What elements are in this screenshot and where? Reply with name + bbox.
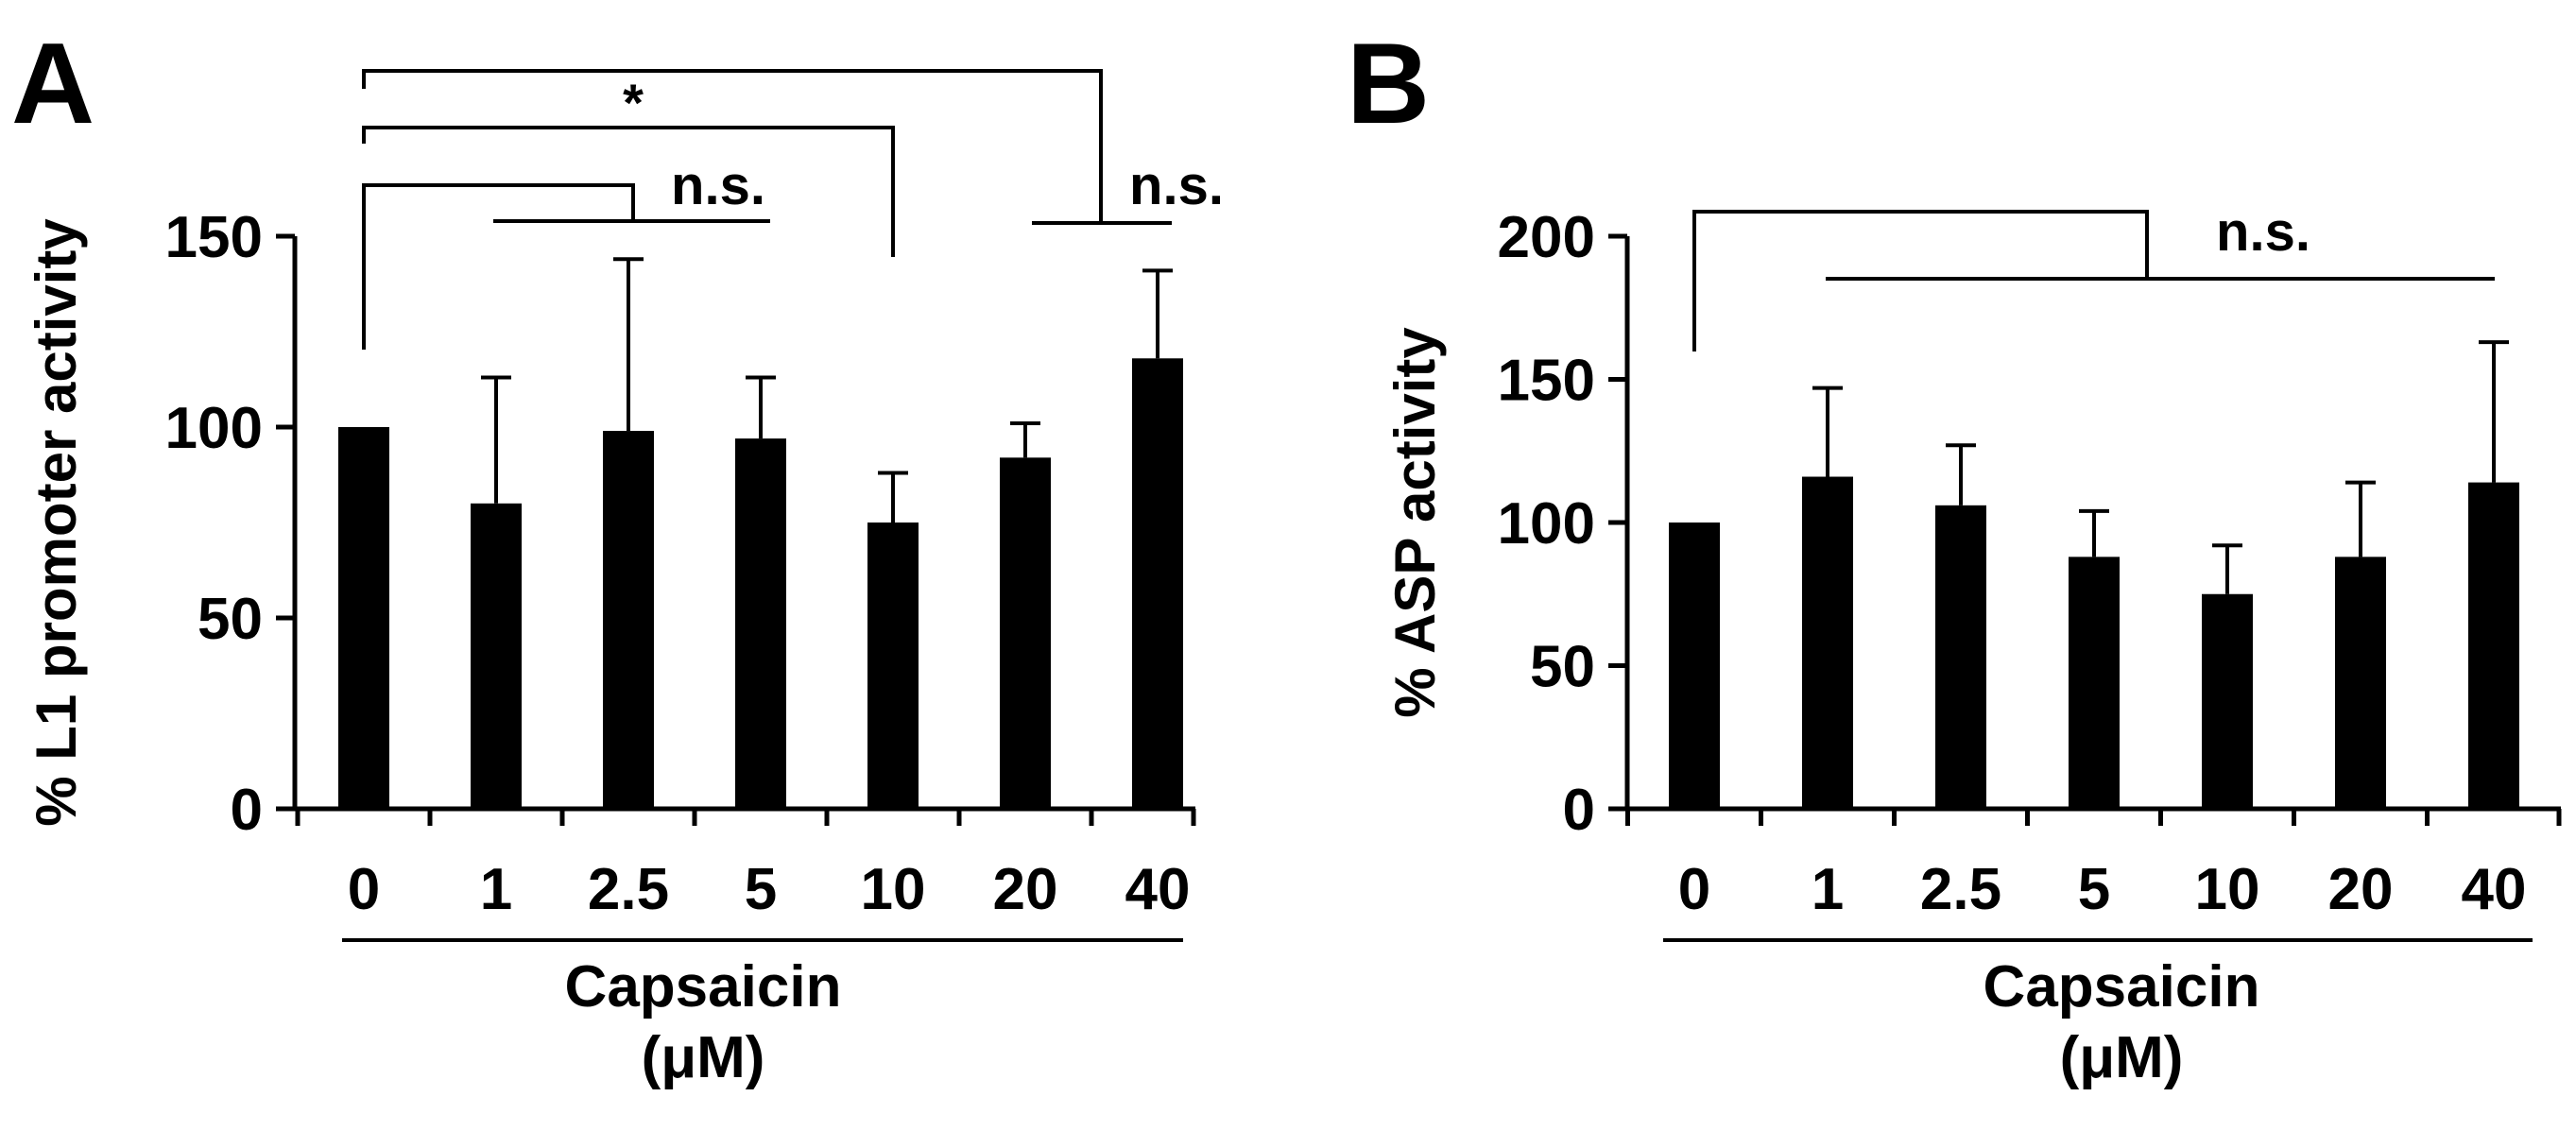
- panel-label: A: [11, 19, 94, 147]
- x-tick-label: 20: [2328, 857, 2394, 922]
- x-axis-title: Capsaicin: [565, 954, 842, 1020]
- bracket-0-vs-1-5: [362, 183, 635, 350]
- x-axis-unit: (μM): [642, 1025, 765, 1090]
- y-axis-title: % ASP activity: [1383, 327, 1447, 718]
- x-axis-unit: (μM): [2060, 1025, 2184, 1090]
- significance-label: n.s.: [1129, 155, 1224, 216]
- y-tick-label: 200: [1498, 205, 1595, 270]
- bar: [1802, 476, 1853, 809]
- bar: [1935, 505, 1986, 809]
- x-tick-label: 0: [1678, 857, 1710, 922]
- y-tick-label: 50: [197, 587, 263, 652]
- x-tick-label: 10: [2195, 857, 2260, 922]
- y-tick-label: 150: [1498, 349, 1595, 414]
- significance-label: n.s.: [671, 155, 765, 216]
- x-axis-title: Capsaicin: [1984, 954, 2260, 1020]
- bracket-0-vs-10: [362, 126, 895, 257]
- x-tick-label: 20: [993, 857, 1058, 922]
- bar: [867, 523, 919, 809]
- bar: [1132, 358, 1183, 809]
- bar: [603, 431, 654, 809]
- bar: [2335, 557, 2386, 809]
- bar: [1669, 523, 1720, 809]
- x-tick-label: 5: [745, 857, 777, 922]
- bar: [338, 427, 389, 809]
- x-tick-label: 1: [1812, 857, 1844, 922]
- bar: [2202, 593, 2253, 809]
- x-tick-label: 0: [348, 857, 380, 922]
- x-tick-label: 2.5: [1920, 857, 2001, 922]
- bracket-0-vs-20-40: [362, 69, 1103, 223]
- y-tick-label: 50: [1530, 635, 1595, 700]
- bar: [735, 438, 786, 809]
- y-tick-label: 150: [165, 205, 263, 270]
- x-tick-label: 40: [2462, 857, 2527, 922]
- significance-label: n.s.: [2216, 201, 2310, 263]
- bar: [2069, 557, 2120, 809]
- y-axis-title: % L1 promoter activity: [25, 218, 88, 827]
- y-tick-label: 0: [231, 778, 263, 843]
- panel-label: B: [1347, 19, 1430, 147]
- bar: [2468, 482, 2519, 809]
- significance-label: *: [623, 73, 644, 132]
- x-tick-label: 10: [861, 857, 926, 922]
- y-tick-label: 100: [1498, 491, 1595, 557]
- x-tick-label: 1: [480, 857, 512, 922]
- bracket-0-vs-all: [1692, 210, 2149, 351]
- bar: [1000, 457, 1051, 809]
- x-tick-label: 40: [1125, 857, 1191, 922]
- y-tick-label: 0: [1563, 778, 1595, 843]
- y-tick-label: 100: [165, 396, 263, 461]
- bar: [471, 503, 522, 809]
- x-tick-label: 2.5: [588, 857, 669, 922]
- x-tick-label: 5: [2078, 857, 2110, 922]
